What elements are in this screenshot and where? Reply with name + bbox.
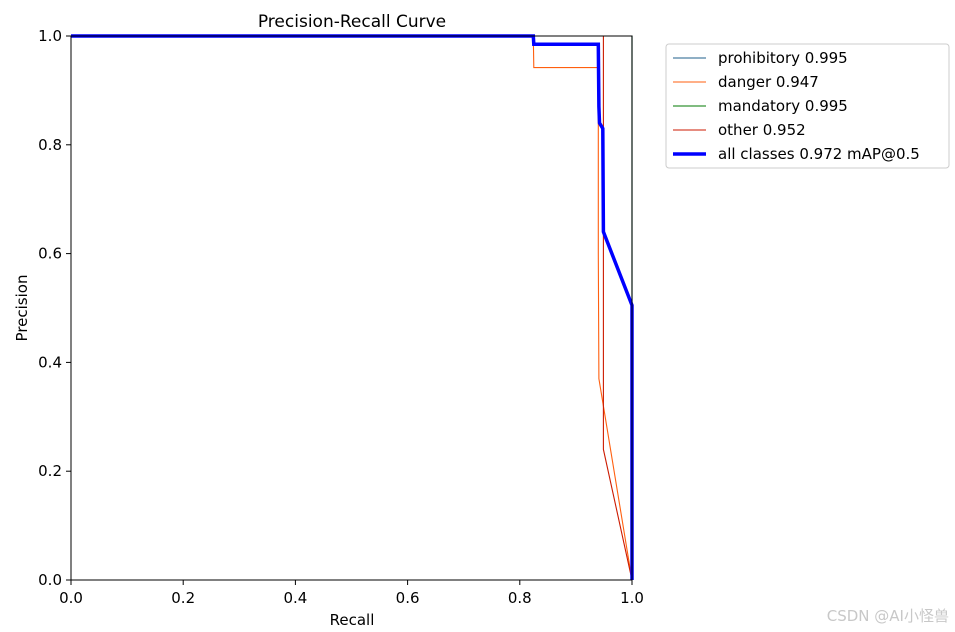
y-tick-label: 0.0 <box>38 571 62 589</box>
legend-box <box>665 43 950 169</box>
x-tick-label: 0.8 <box>508 589 532 607</box>
x-tick-label: 0.6 <box>396 589 420 607</box>
chart-title: Precision-Recall Curve <box>258 12 446 32</box>
x-tick-label: 0.4 <box>283 589 307 607</box>
x-tick-label: 1.0 <box>620 589 644 607</box>
y-tick-label: 1.0 <box>38 27 62 45</box>
y-axis-label: Precision <box>13 275 31 342</box>
x-tick-label: 0.2 <box>171 589 195 607</box>
legend-label-4: all classes 0.972 mAP@0.5 <box>718 145 920 163</box>
x-axis: 0.0 0.2 0.4 0.6 0.8 1.0 <box>59 580 644 607</box>
plot-area <box>71 34 634 581</box>
plot-frame <box>70 35 633 581</box>
y-tick-label: 0.4 <box>38 353 62 371</box>
y-tick-label: 0.6 <box>38 245 62 263</box>
x-tick-label: 0.0 <box>59 589 83 607</box>
watermark: CSDN @AI小怪兽 <box>826 607 949 625</box>
legend-label-3: other 0.952 <box>718 121 806 139</box>
series-line-2 <box>71 35 633 580</box>
series-line-0 <box>71 35 633 580</box>
series-line-4 <box>71 34 634 580</box>
y-axis: 0.0 0.2 0.4 0.6 0.8 1.0 <box>38 27 71 589</box>
legend-label-0: prohibitory 0.995 <box>718 49 848 67</box>
x-axis-label: Recall <box>330 611 375 629</box>
series-line-1 <box>71 35 633 581</box>
series-line-3 <box>71 35 633 581</box>
legend: prohibitory 0.995 danger 0.947 mandatory 0… <box>665 43 950 169</box>
legend-label-2: mandatory 0.995 <box>718 97 848 115</box>
legend-label-1: danger 0.947 <box>718 73 819 91</box>
y-tick-label: 0.2 <box>38 462 62 480</box>
y-tick-label: 0.8 <box>38 136 62 154</box>
